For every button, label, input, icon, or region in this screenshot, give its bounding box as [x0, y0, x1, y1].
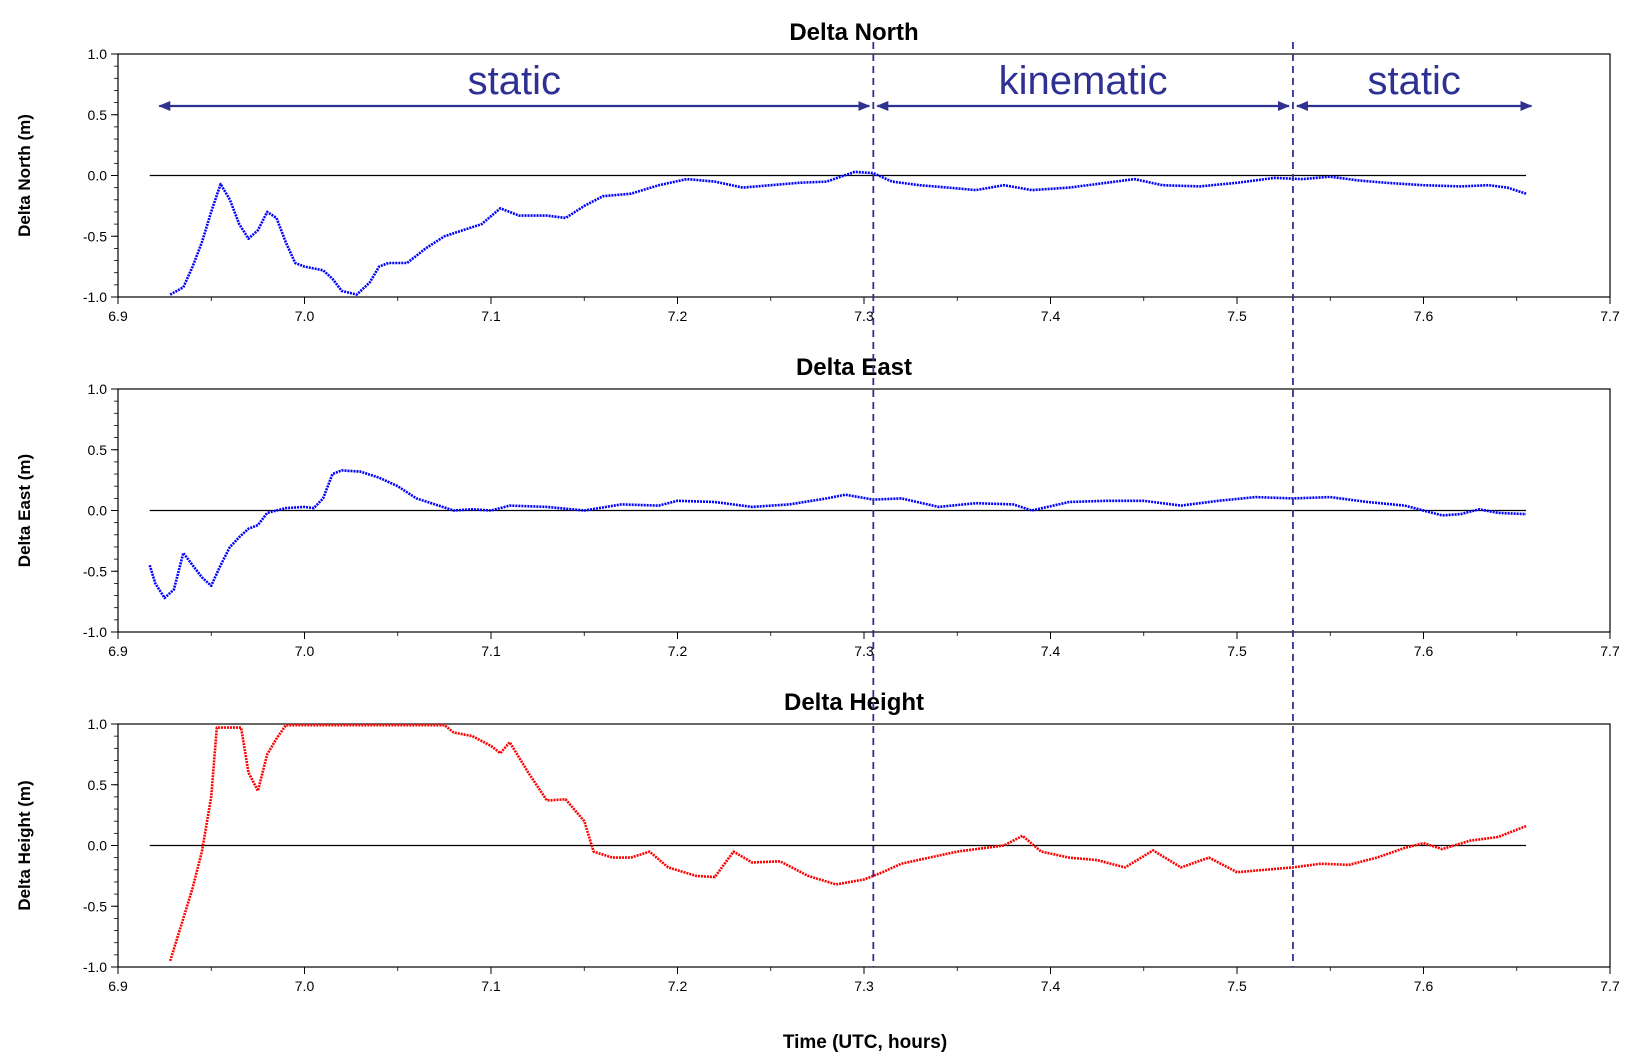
y-tick-label: 0.0	[88, 503, 108, 519]
series-line	[169, 170, 1527, 296]
panel-title: Delta East	[796, 354, 912, 381]
y-tick-label: -1.0	[83, 289, 107, 305]
y-axis-label: Delta North (m)	[15, 114, 34, 237]
x-tick-label: 7.4	[1041, 308, 1061, 324]
x-tick-label: 7.1	[481, 643, 501, 659]
x-tick-label: 7.0	[295, 978, 315, 994]
x-tick-label: 7.7	[1600, 643, 1620, 659]
x-tick-label: 7.5	[1227, 978, 1247, 994]
phase-label: static	[468, 59, 561, 103]
x-tick-label: 7.1	[481, 978, 501, 994]
series-line	[148, 469, 1527, 600]
panel-3: Delta Height Delta Height (m) 1.0 0.5 0.0 -0.…	[15, 689, 1620, 994]
phase-label: static	[1367, 59, 1460, 103]
x-tick-label: 7.2	[668, 978, 688, 994]
y-tick-label: 1.0	[88, 381, 108, 397]
x-tick-label: 7.5	[1227, 643, 1247, 659]
panel-title: Delta North	[789, 19, 918, 46]
series-line	[168, 723, 1527, 962]
x-tick-label: 7.6	[1414, 978, 1434, 994]
y-tick-label: 0.5	[88, 442, 108, 458]
x-tick-label: 7.3	[854, 643, 874, 659]
y-tick-label: -0.5	[83, 898, 107, 914]
panel-1: Delta North Delta North (m) 1.0 0.5 0.0 -0.5 -…	[15, 19, 1620, 324]
x-tick-label: 7.0	[295, 308, 315, 324]
y-tick-label: -0.5	[83, 228, 107, 244]
x-tick-label: 7.7	[1600, 308, 1620, 324]
x-tick-label: 6.9	[108, 308, 128, 324]
y-tick-label: 1.0	[88, 716, 108, 732]
x-tick-label: 7.1	[481, 308, 501, 324]
panel-2: Delta East Delta East (m) 1.0 0.5 0.0 -0.5 -1.…	[15, 354, 1620, 659]
panel-title: Delta Height	[784, 689, 924, 716]
x-tick-label: 6.9	[108, 643, 128, 659]
x-tick-label: 6.9	[108, 978, 128, 994]
y-tick-label: 1.0	[88, 46, 108, 62]
y-tick-label: -1.0	[83, 959, 107, 975]
y-axis-label: Delta Height (m)	[15, 780, 34, 910]
y-axis-label: Delta East (m)	[15, 454, 34, 567]
x-tick-label: 7.3	[854, 308, 874, 324]
y-tick-label: 0.5	[88, 107, 108, 123]
x-axis-label: Time (UTC, hours)	[783, 1032, 947, 1053]
x-tick-label: 7.6	[1414, 308, 1434, 324]
y-tick-label: 0.5	[88, 777, 108, 793]
x-tick-label: 7.2	[668, 643, 688, 659]
x-tick-label: 7.4	[1041, 643, 1061, 659]
y-tick-label: 0.0	[88, 168, 108, 184]
y-tick-label: -0.5	[83, 563, 107, 579]
x-tick-label: 7.3	[854, 978, 874, 994]
x-tick-label: 7.5	[1227, 308, 1247, 324]
phase-label: kinematic	[999, 59, 1168, 103]
y-tick-label: 0.0	[88, 838, 108, 854]
x-tick-label: 7.2	[668, 308, 688, 324]
x-tick-label: 7.6	[1414, 643, 1434, 659]
y-tick-label: -1.0	[83, 624, 107, 640]
x-tick-label: 7.0	[295, 643, 315, 659]
x-tick-label: 7.4	[1041, 978, 1061, 994]
x-tick-label: 7.7	[1600, 978, 1620, 994]
